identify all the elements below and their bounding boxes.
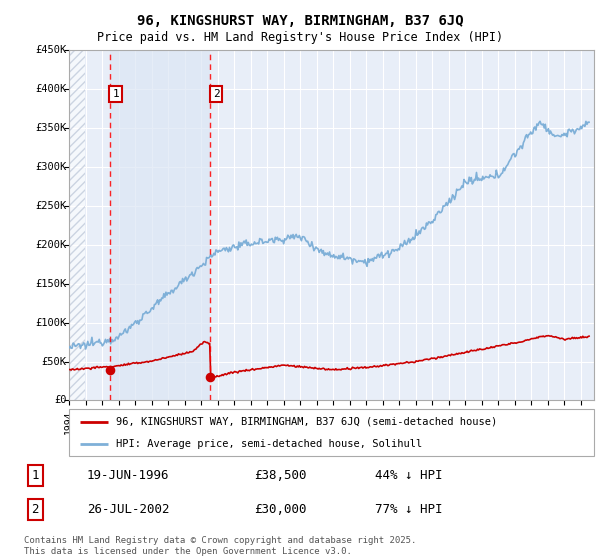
Text: 2: 2 — [31, 503, 39, 516]
Text: £30,000: £30,000 — [254, 503, 307, 516]
Text: 1: 1 — [31, 469, 39, 482]
FancyBboxPatch shape — [69, 409, 594, 456]
Point — [206, 372, 215, 381]
Text: 44% ↓ HPI: 44% ↓ HPI — [375, 469, 442, 482]
Text: £300K: £300K — [35, 162, 67, 172]
Text: 96, KINGSHURST WAY, BIRMINGHAM, B37 6JQ: 96, KINGSHURST WAY, BIRMINGHAM, B37 6JQ — [137, 14, 463, 28]
Text: 19-JUN-1996: 19-JUN-1996 — [87, 469, 169, 482]
Text: £38,500: £38,500 — [254, 469, 307, 482]
Text: 26-JUL-2002: 26-JUL-2002 — [87, 503, 169, 516]
Bar — [110, 50, 211, 400]
Text: £50K: £50K — [41, 357, 67, 366]
Text: £400K: £400K — [35, 85, 67, 94]
Text: Price paid vs. HM Land Registry's House Price Index (HPI): Price paid vs. HM Land Registry's House … — [97, 31, 503, 44]
Bar — [69, 50, 85, 400]
Text: £150K: £150K — [35, 279, 67, 289]
Text: £250K: £250K — [35, 201, 67, 211]
Text: £200K: £200K — [35, 240, 67, 250]
Text: £350K: £350K — [35, 123, 67, 133]
Point — [105, 366, 115, 375]
Text: £100K: £100K — [35, 318, 67, 328]
Text: 1: 1 — [112, 89, 119, 99]
Text: HPI: Average price, semi-detached house, Solihull: HPI: Average price, semi-detached house,… — [116, 438, 422, 449]
Text: £450K: £450K — [35, 45, 67, 55]
Text: 96, KINGSHURST WAY, BIRMINGHAM, B37 6JQ (semi-detached house): 96, KINGSHURST WAY, BIRMINGHAM, B37 6JQ … — [116, 417, 497, 427]
Text: £0: £0 — [54, 395, 67, 405]
Text: 2: 2 — [213, 89, 220, 99]
Text: 77% ↓ HPI: 77% ↓ HPI — [375, 503, 442, 516]
Text: Contains HM Land Registry data © Crown copyright and database right 2025.
This d: Contains HM Land Registry data © Crown c… — [24, 536, 416, 556]
